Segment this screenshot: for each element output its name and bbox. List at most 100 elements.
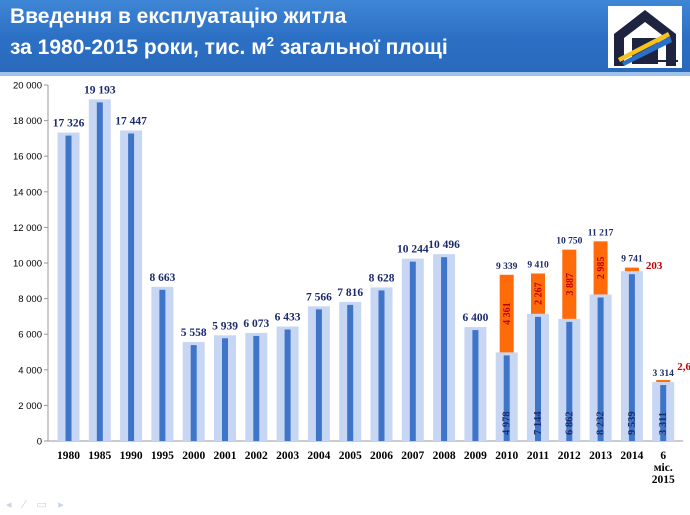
y-tick-label: 2 000 [18,401,42,412]
addition-value-label: 2,6 [677,361,690,373]
bar-core [628,274,635,441]
y-tick-label: 4 000 [18,365,42,376]
bar-total-label: 11 217 [588,228,614,238]
y-tick-label: 0 [37,437,42,448]
bar-core [535,316,541,441]
y-tick-label: 20 000 [13,81,42,92]
x-tick-label: 2001 [214,450,237,462]
y-tick-label: 18 000 [13,116,42,127]
title-line-1: Введення в експлуатацію житла [10,5,347,28]
bar-total-label: 10 244 [397,244,429,256]
x-tick-label: 2008 [433,450,456,462]
x-tick-label: 2002 [245,450,268,462]
title-superscript: 2 [266,34,274,49]
bar-total-label: 9 339 [496,262,518,272]
bar-core [315,309,322,441]
bar-base-label: 7 144 [533,411,544,435]
bar-total-label: 3 314 [653,369,675,379]
x-tick-label: 2005 [339,450,362,462]
addition-bar [562,249,577,319]
bar-total-label: 17 447 [115,115,147,127]
bar-total-label: 5 558 [181,327,207,339]
bar-core [222,338,228,441]
title-line-2: за 1980-2015 роки, тис. м2 загальної пло… [10,29,448,60]
header-bar [0,0,690,72]
bar-total-label: 9 741 [621,255,643,265]
bar-core [96,102,103,442]
bar-total-label: 7 816 [337,287,363,299]
bar-core [253,335,260,441]
title-line-2-prefix: за 1980-2015 роки, тис. м [10,36,267,59]
y-tick-label: 6 000 [18,330,42,341]
x-tick-label: 1995 [151,450,174,462]
addition-value-label: 3 887 [565,273,576,296]
title-line-2-suffix: загальної площі [274,36,448,59]
addition-bar [499,274,514,353]
x-tick-label: 2012 [558,450,581,462]
x-tick-label: 2000 [182,450,205,462]
bar-core [190,345,197,441]
x-tick-label: 2006 [370,450,393,462]
x-tick-label: 2011 [527,450,550,462]
y-tick-label: 16 000 [13,152,42,163]
header-underline [0,72,690,76]
addition-bar [593,241,608,295]
bar-core [566,321,573,441]
bar-total-label: 10 750 [556,237,582,247]
bar-base-label: 6 862 [564,411,575,435]
addition-value-label: 2 267 [534,282,545,305]
bar-core [472,330,479,441]
bar-total-label: 19 193 [84,84,116,96]
x-tick-label: 2003 [276,450,299,462]
y-tick-label: 14 000 [13,187,42,198]
bar-total-label: 6 433 [275,311,301,323]
x-tick-label: 1990 [120,450,143,462]
bar-total-label: 6 073 [243,318,269,330]
bar-base-label: 9 539 [627,411,638,435]
bar-core [409,261,416,441]
addition-value-label: 203 [646,260,663,272]
x-tick-label: міс. [654,462,673,474]
x-tick-label: 1980 [57,450,80,462]
page-title: Введення в експлуатацію житла за 1980-20… [10,4,448,60]
x-tick-label: 2009 [464,450,487,462]
addition-bar [531,273,545,314]
bar-base-label: 4 978 [502,411,513,435]
bar-core [128,133,135,441]
addition-value-label: 4 361 [502,302,513,325]
bar-total-label: 9 410 [527,260,549,270]
y-tick-label: 8 000 [18,294,42,305]
bar-base-label: 3 311 [658,412,669,435]
bar-core [347,304,354,441]
bar-total-label: 8 663 [149,272,175,284]
bar-base-label: 8 232 [596,411,607,435]
x-tick-label: 1985 [88,450,111,462]
nav-arrows-icon[interactable]: ◂ ⁄ ▭ ▸ [6,498,68,511]
bar-core [159,289,166,441]
bar-total-label: 5 939 [212,320,238,332]
y-tick-label: 10 000 [13,259,42,270]
addition-value-label: 2 985 [596,257,607,280]
housing-bar-chart: 0 2 000 4 000 6 000 8 000 10 000 12 000 14 000 1… [13,81,690,487]
x-tick-label: 2007 [401,450,424,462]
x-tick-label: 2010 [495,450,518,462]
bar-total-label: 17 326 [53,118,85,130]
bar-total-label: 7 566 [306,291,332,303]
bar-core [660,385,667,441]
x-tick-label: 2013 [589,450,612,462]
bar-total-label: 10 496 [428,239,460,251]
bar-core [441,257,448,441]
x-tick-label: 2004 [307,450,330,462]
bar-total-label: 6 400 [462,312,488,324]
bar-core [65,135,72,441]
bar-total-label: 8 628 [369,272,395,284]
addition-bar [656,380,671,383]
x-tick-label: 2015 [652,474,675,486]
bar-core [597,297,604,441]
y-tick-label: 12 000 [13,223,42,234]
logo-house-icon [608,6,682,68]
bar-core [503,355,510,441]
x-tick-label: 2014 [620,450,643,462]
addition-bar [624,267,639,272]
bar-core [284,329,291,441]
